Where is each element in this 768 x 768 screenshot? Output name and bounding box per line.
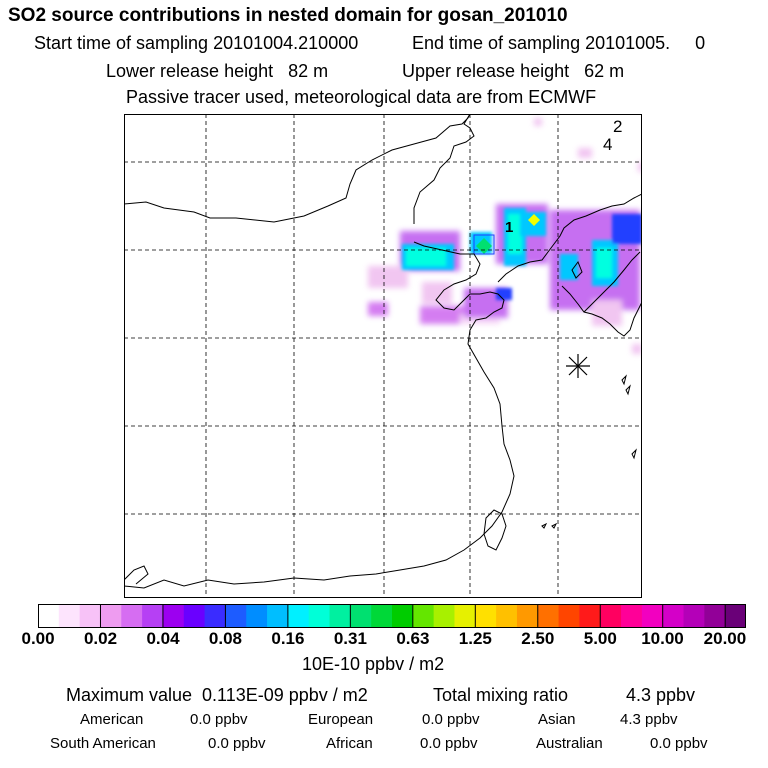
colorbar-swatch (329, 604, 351, 628)
colorbar-tick-label: 5.00 (583, 629, 617, 648)
colorbar-tick-label: 1.25 (458, 629, 492, 648)
colorbar-tick-label: 10.00 (641, 629, 684, 648)
colorbar-swatch (704, 604, 726, 628)
asterisk-icon (566, 354, 590, 378)
colorbar-tick-label: 0.00 (21, 629, 55, 648)
colorbar-swatch (475, 604, 497, 628)
region-asian-name: Asian (538, 711, 576, 728)
lower-release-height: Lower release height 82 m (106, 61, 329, 81)
colorbar (38, 604, 746, 628)
colorbar-swatch (225, 604, 247, 628)
colorbar-swatch (725, 604, 746, 628)
colorbar-unit: 10E-10 ppbv / m2 (302, 654, 445, 674)
start-time: Start time of sampling 20101004.210000 (34, 33, 359, 53)
colorbar-swatch (662, 604, 685, 628)
map-frame (124, 114, 642, 598)
colorbar-swatch (621, 604, 643, 628)
map-label-2: 2 (613, 117, 622, 136)
colorbar-tick-label: 2.50 (521, 629, 555, 648)
colorbar-swatch (267, 604, 289, 628)
upper-release-height: Upper release height 62 m (402, 61, 625, 81)
colorbar-swatch (100, 604, 122, 628)
colorbar-tick-label: 0.04 (146, 629, 180, 648)
colorbar-swatch (558, 604, 581, 628)
colorbar-swatch (121, 604, 143, 628)
region-south-american-name: South American (50, 735, 156, 752)
region-european-name: European (308, 711, 374, 728)
region-asian-value: 4.3 ppbv (620, 711, 678, 728)
colorbar-swatch (371, 604, 393, 628)
colorbar-swatch (287, 604, 310, 628)
colorbar-tick-label: 0.63 (396, 629, 430, 648)
colorbar-swatch (412, 604, 435, 628)
colorbar-swatch (537, 604, 560, 628)
colorbar-swatch (246, 604, 268, 628)
total-mixing-label: Total mixing ratio (433, 685, 569, 705)
colorbar-swatch (162, 604, 185, 628)
colorbar-swatch (183, 604, 206, 628)
colorbar-tick-label: 0.31 (333, 629, 367, 648)
colorbar-swatch (350, 604, 372, 628)
region-african-name: African (326, 735, 373, 752)
colorbar-swatch (308, 604, 331, 628)
region-american-value: 0.0 ppbv (190, 711, 248, 728)
colorbar-tick-label: 0.02 (83, 629, 118, 648)
map-label-1: 1 (505, 219, 513, 236)
plume-layer (368, 118, 642, 354)
region-european-value: 0.0 ppbv (422, 711, 480, 728)
colorbar-frame (38, 604, 746, 628)
map-grid (124, 114, 642, 598)
map-panel: 1 2 4 (124, 114, 642, 598)
map-title: SO2 source contributions in nested domai… (8, 5, 568, 26)
region-south-american-value: 0.0 ppbv (208, 735, 266, 752)
colorbar-swatch (516, 604, 539, 628)
max-value: Maximum value 0.113E-09 ppbv / m2 (66, 685, 368, 705)
region-american-name: American (80, 711, 144, 728)
colorbar-swatch (579, 604, 601, 628)
colorbar-tick-label: 0.16 (271, 629, 305, 648)
colorbar-swatch (142, 604, 164, 628)
colorbar-swatch (58, 604, 81, 628)
colorbar-swatch (392, 604, 414, 628)
colorbar-swatch (454, 604, 476, 628)
colorbar-swatch (38, 604, 60, 628)
colorbar-swatch (433, 604, 456, 628)
colorbar-tick-label: 20.00 (703, 629, 747, 648)
colorbar-swatch (600, 604, 622, 628)
colorbar-tick-label: 0.08 (208, 629, 242, 648)
colorbar-swatch (641, 604, 664, 628)
region-australian-name: Australian (536, 735, 603, 752)
colorbar-swatch (79, 604, 102, 628)
total-mixing-value: 4.3 ppbv (626, 685, 696, 705)
region-african-value: 0.0 ppbv (420, 735, 478, 752)
colorbar-swatch (496, 604, 518, 628)
colorbar-swatch (683, 604, 705, 628)
coastline (124, 114, 642, 589)
map-label-4: 4 (603, 135, 612, 154)
colorbar-swatch (204, 604, 227, 628)
region-australian-value: 0.0 ppbv (650, 735, 708, 752)
end-time: End time of sampling 20101005. 0 (412, 33, 706, 53)
tracer-note: Passive tracer used, meteorological data… (126, 87, 597, 107)
